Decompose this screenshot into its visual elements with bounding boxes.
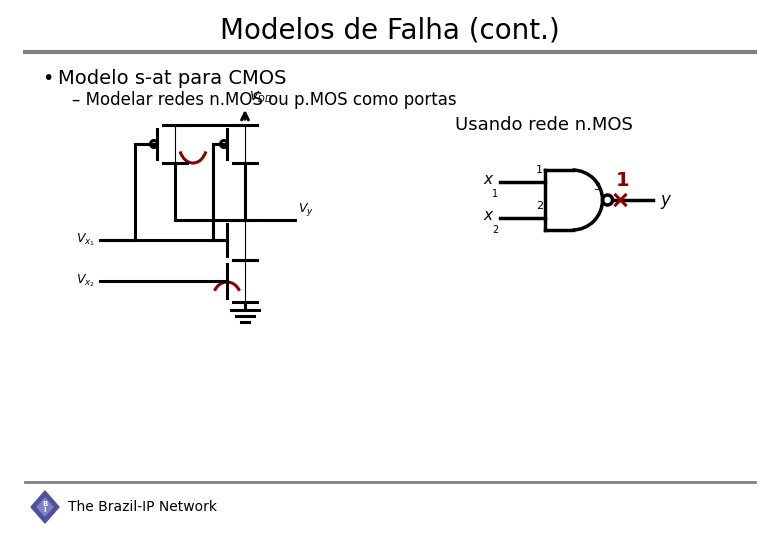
Polygon shape: [37, 498, 53, 516]
Text: y: y: [661, 191, 670, 209]
Text: x: x: [483, 208, 492, 224]
Text: B
I: B I: [42, 501, 48, 514]
Text: Modelos de Falha (cont.): Modelos de Falha (cont.): [220, 16, 560, 44]
Text: •: •: [42, 69, 53, 87]
Text: Usando rede n.MOS: Usando rede n.MOS: [455, 116, 633, 134]
Text: $V_{x_1}$: $V_{x_1}$: [76, 232, 95, 248]
Text: 1: 1: [615, 171, 629, 190]
Text: 1: 1: [492, 189, 498, 199]
Text: $V_y$: $V_y$: [298, 201, 314, 218]
Text: 1: 1: [536, 165, 543, 175]
Text: 2: 2: [536, 201, 543, 211]
Text: The Brazil-IP Network: The Brazil-IP Network: [68, 500, 217, 514]
Text: x: x: [483, 172, 492, 187]
Text: 3: 3: [594, 182, 601, 192]
Text: $V_{DD}$: $V_{DD}$: [249, 90, 272, 105]
Text: Modelo s-at para CMOS: Modelo s-at para CMOS: [58, 69, 286, 87]
Polygon shape: [31, 491, 59, 523]
Text: 2: 2: [492, 225, 498, 235]
Text: – Modelar redes n.MOS ou p.MOS como portas: – Modelar redes n.MOS ou p.MOS como port…: [72, 91, 456, 109]
Text: $V_{x_2}$: $V_{x_2}$: [76, 273, 95, 289]
